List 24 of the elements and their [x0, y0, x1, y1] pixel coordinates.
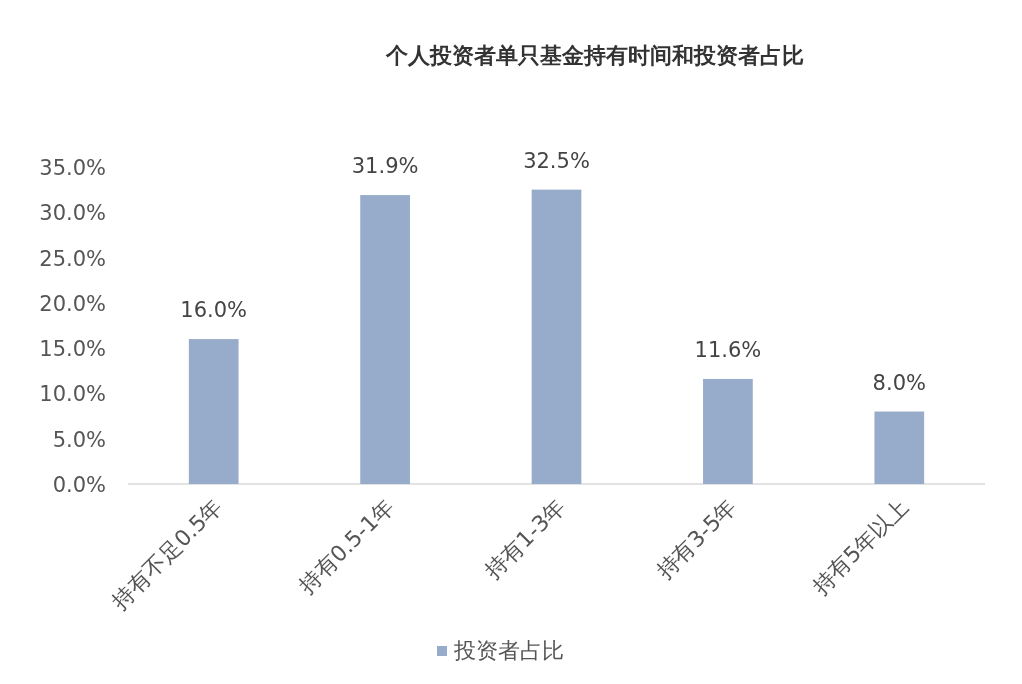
- legend-label: 投资者占比: [453, 638, 564, 663]
- bar: [531, 189, 582, 484]
- data-label: 32.5%: [523, 148, 590, 173]
- y-tick-label: 35.0%: [39, 156, 106, 180]
- data-label: 8.0%: [872, 370, 926, 395]
- x-tick-label: 持有3-5年: [651, 493, 742, 584]
- data-label: 16.0%: [180, 298, 248, 323]
- bar: [360, 195, 410, 484]
- bar: [874, 411, 925, 484]
- data-label: 31.9%: [351, 154, 419, 179]
- bar: [188, 339, 239, 484]
- chart-title: 个人投资者单只基金持有时间和投资者占比: [385, 43, 804, 68]
- y-tick-label: 10.0%: [39, 382, 106, 407]
- x-tick-label: 持有不足0.5年: [107, 493, 228, 615]
- y-tick-label: 15.0%: [39, 337, 106, 362]
- bar: [703, 378, 753, 484]
- data-label: 11.6%: [694, 337, 762, 362]
- x-tick-label: 持有1-3年: [480, 493, 571, 584]
- y-tick-label: 20.0%: [39, 291, 106, 316]
- y-tick-label: 30.0%: [39, 201, 106, 226]
- x-tick-label: 持有5年以上: [807, 493, 913, 600]
- y-tick-label: 0.0%: [52, 473, 106, 497]
- y-tick-label: 25.0%: [39, 246, 106, 271]
- y-tick-label: 5.0%: [52, 427, 106, 452]
